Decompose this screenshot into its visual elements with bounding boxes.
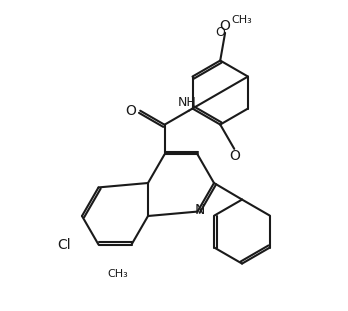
Text: CH₃: CH₃ (107, 269, 128, 279)
Text: CH₃: CH₃ (231, 15, 252, 25)
Text: N: N (194, 202, 205, 216)
Text: O: O (220, 19, 230, 33)
Text: O: O (215, 26, 225, 39)
Text: Cl: Cl (57, 238, 70, 252)
Text: O: O (125, 104, 136, 118)
Text: O: O (229, 149, 240, 163)
Text: NH: NH (177, 96, 196, 109)
